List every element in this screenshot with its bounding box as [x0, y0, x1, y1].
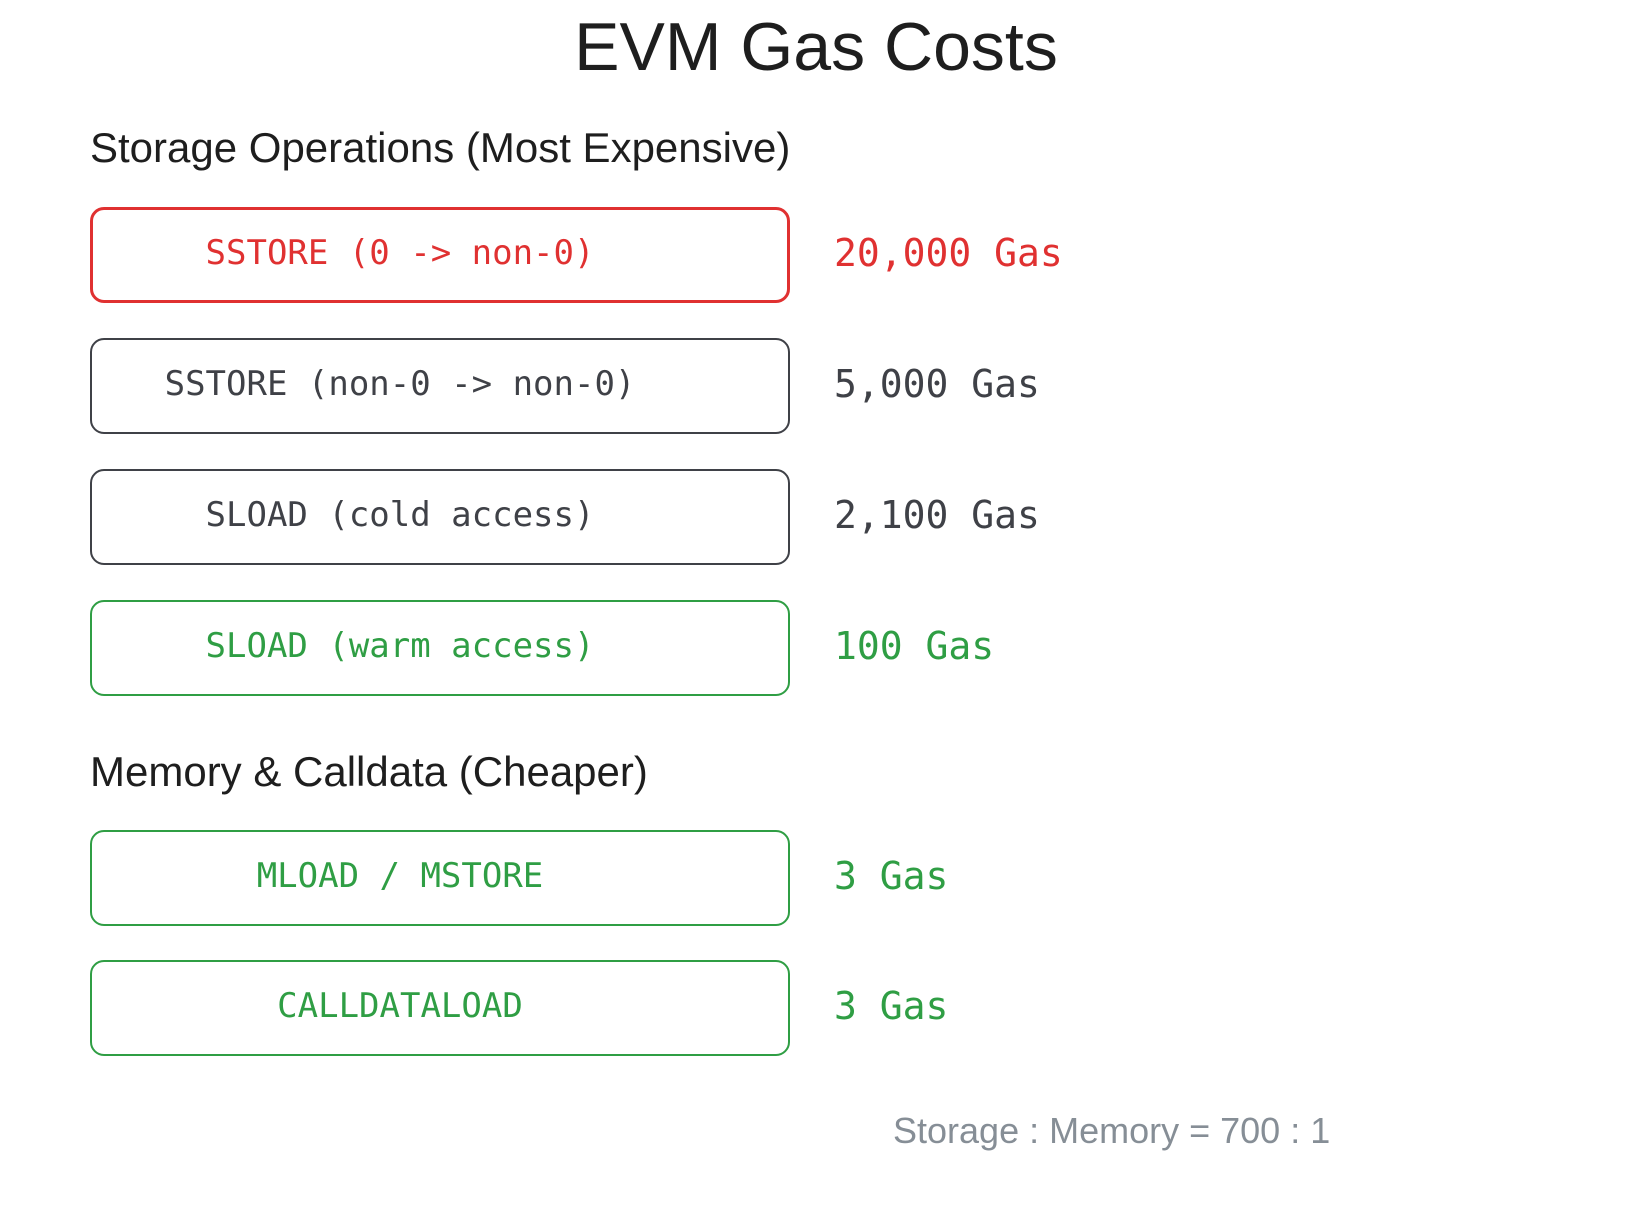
- op-box: [90, 830, 790, 926]
- ratio-note: Storage : Memory = 700 : 1: [893, 1110, 1331, 1151]
- op-label: SLOAD (warm access): [205, 626, 595, 666]
- gas-cost: 100 Gas: [834, 624, 995, 668]
- section-heading: Storage Operations (Most Expensive): [90, 124, 791, 171]
- gas-cost: 5,000 Gas: [834, 362, 1040, 406]
- gas-cost: 2,100 Gas: [834, 493, 1040, 537]
- gas-cost: 3 Gas: [834, 984, 949, 1028]
- op-box: [90, 600, 790, 696]
- op-label: CALLDATALOAD: [277, 986, 523, 1026]
- section-heading: Memory & Calldata (Cheaper): [90, 748, 648, 795]
- title: EVM Gas Costs: [574, 9, 1058, 85]
- op-box: [90, 469, 790, 565]
- op-label: SLOAD (cold access): [205, 495, 595, 535]
- op-label: SSTORE (0 -> non-0): [205, 233, 595, 273]
- op-label: SSTORE (non-0 -> non-0): [164, 364, 636, 404]
- op-box: [90, 338, 790, 434]
- op-box: [90, 207, 790, 303]
- op-label: MLOAD / MSTORE: [256, 856, 544, 896]
- gas-cost: 3 Gas: [834, 854, 949, 898]
- op-box: [90, 960, 790, 1056]
- gas-cost: 20,000 Gas: [834, 231, 1063, 275]
